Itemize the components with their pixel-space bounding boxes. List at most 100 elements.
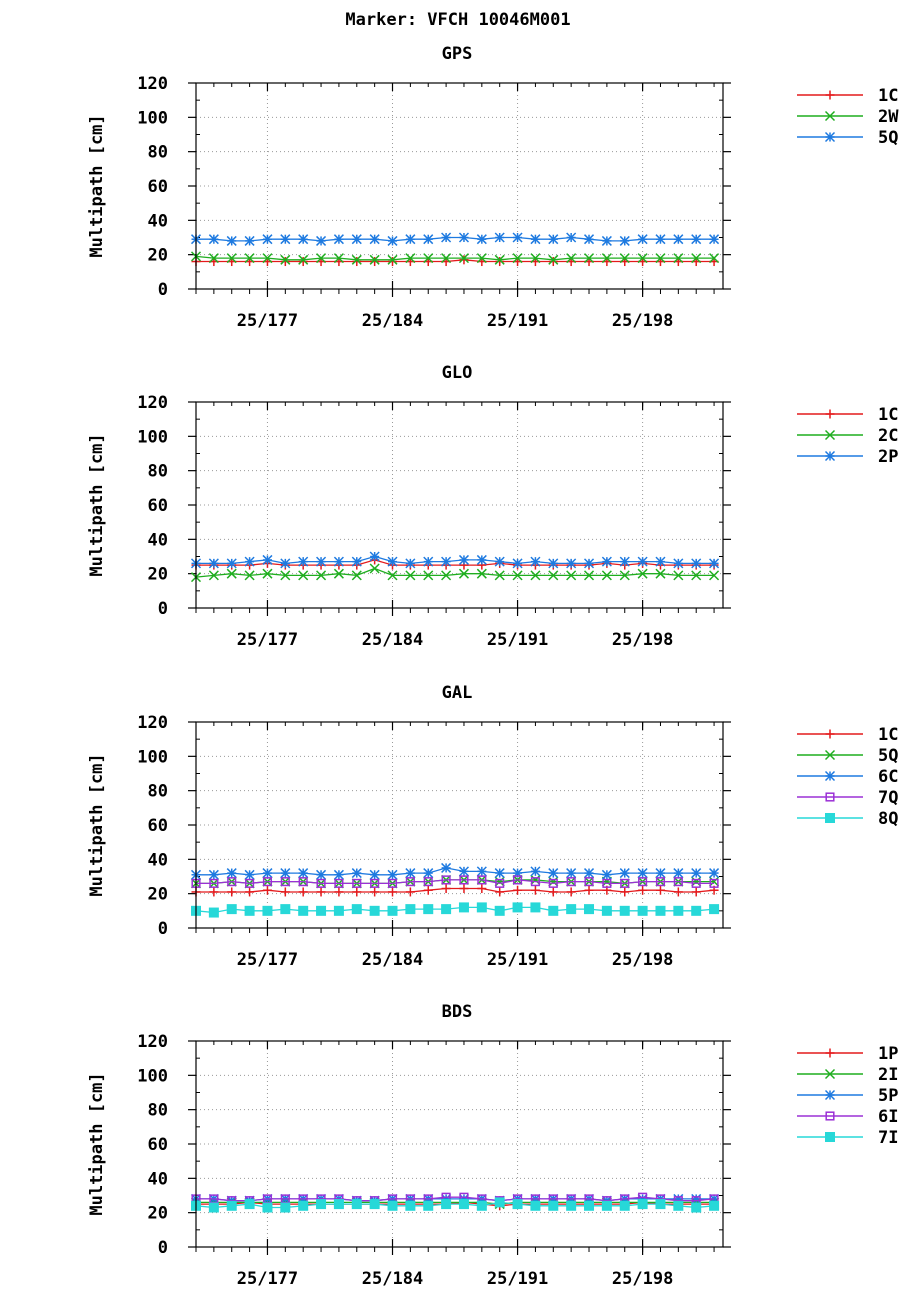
- gps-legend-label-1C: 1C: [878, 86, 898, 106]
- bds-point-7I: [530, 1200, 541, 1211]
- gps-point-2W: [458, 253, 469, 264]
- gal-point-6C: [423, 868, 434, 879]
- glo-point-2P: [530, 556, 541, 567]
- glo-point-2P: [691, 558, 702, 569]
- gal-legend-label-8Q: 8Q: [878, 809, 898, 829]
- gal-point-8Q: [548, 905, 559, 916]
- glo-legend-marker-2C: [824, 429, 836, 441]
- gal-point-8Q: [280, 904, 291, 915]
- gal-y-tick-label: 100: [137, 747, 168, 767]
- gal-point-7Q: [584, 877, 594, 887]
- gal-point-8Q: [441, 904, 452, 915]
- bds-point-5P: [691, 1193, 702, 1204]
- bds-point-7I: [709, 1200, 720, 1211]
- gal-point-6C: [351, 868, 362, 879]
- bds-y-tick-label: 20: [148, 1204, 168, 1224]
- gal-legend-label-7Q: 7Q: [878, 788, 898, 808]
- glo-y-tick-label: 120: [137, 393, 168, 413]
- gal-point-8Q: [262, 905, 273, 916]
- glo-point-2C: [262, 568, 273, 579]
- gps-point-1C: [548, 257, 558, 267]
- bds-point-7I: [494, 1197, 505, 1208]
- gal-y-tick-label: 120: [137, 713, 168, 733]
- gal-y-tick-label: 60: [148, 816, 168, 836]
- glo-x-tick-label: 25/198: [612, 630, 673, 650]
- gps-point-2W: [619, 253, 630, 264]
- bds-point-7I: [441, 1199, 452, 1210]
- bds-point-7I: [208, 1202, 219, 1213]
- glo-point-2P: [244, 556, 255, 567]
- gal-point-1C: [513, 885, 523, 895]
- gal-point-7Q: [495, 878, 505, 888]
- glo-y-tick-label: 20: [148, 565, 168, 585]
- glo-point-2C: [709, 570, 720, 581]
- gal-point-7Q: [352, 878, 362, 888]
- glo-plot-frame: [195, 401, 724, 609]
- gal-point-8Q: [512, 902, 523, 913]
- gps-point-2W: [423, 253, 434, 264]
- gps-y-tick-label: 20: [148, 246, 168, 266]
- bds-x-tick-label: 25/184: [362, 1269, 423, 1289]
- gal-point-8Q: [476, 902, 487, 913]
- gal-point-7Q: [334, 878, 344, 888]
- glo-point-2P: [637, 556, 648, 567]
- glo-point-2C: [566, 570, 577, 581]
- gps-y-tick-label: 100: [137, 108, 168, 128]
- gal-x-tick-label: 25/191: [487, 950, 548, 970]
- glo-legend-label-2C: 2C: [878, 426, 898, 446]
- glo-y-tick-label: 80: [148, 462, 168, 482]
- gps-point-5Q: [351, 234, 362, 245]
- figure-title: Marker: VFCH 10046M001: [345, 10, 570, 30]
- gal-point-6C: [458, 866, 469, 877]
- gal-x-tick-label: 25/184: [362, 950, 423, 970]
- gps-point-5Q: [441, 232, 452, 243]
- glo-point-2C: [637, 568, 648, 579]
- glo-panel-title: GLO: [442, 363, 473, 383]
- gps-point-2W: [298, 254, 309, 265]
- bds-point-7I: [691, 1202, 702, 1213]
- gps-point-5Q: [548, 234, 559, 245]
- bds-legend-label-2I: 2I: [878, 1065, 898, 1085]
- gal-point-7Q: [602, 878, 612, 888]
- gal-point-6C: [262, 868, 273, 879]
- bds-legend-marker-5P: [824, 1089, 836, 1101]
- bds-x-tick-label: 25/198: [612, 1269, 673, 1289]
- gal-y-axis-label: Multipath [cm]: [87, 753, 107, 896]
- gps-point-2W: [351, 254, 362, 265]
- gal-point-1C: [316, 887, 326, 897]
- gps-point-2W: [530, 253, 541, 264]
- gps-point-2W: [333, 253, 344, 264]
- gal-point-7Q: [423, 877, 433, 887]
- gal-legend-marker-5Q: [824, 749, 836, 761]
- gal-point-7Q: [709, 878, 719, 888]
- gps-x-tick-label: 25/177: [237, 311, 298, 331]
- glo-x-tick-label: 25/177: [237, 630, 298, 650]
- glo-point-2C: [244, 570, 255, 581]
- gal-point-8Q: [655, 905, 666, 916]
- gal-point-8Q: [637, 905, 648, 916]
- gal-series-line-8Q: [195, 906, 715, 914]
- bds-y-tick-label: 120: [137, 1032, 168, 1052]
- gps-point-5Q: [673, 234, 684, 245]
- gal-point-6C: [583, 868, 595, 879]
- gps-series-line-5Q: [196, 236, 715, 242]
- gps-point-2W: [691, 253, 702, 264]
- bds-point-7I: [298, 1200, 309, 1211]
- gps-point-5Q: [387, 235, 398, 246]
- gal-point-8Q: [530, 902, 541, 913]
- glo-point-2P: [208, 558, 219, 569]
- gal-point-7Q: [227, 877, 237, 887]
- gps-y-tick-label: 0: [158, 280, 168, 300]
- glo-point-2P: [548, 558, 559, 569]
- gal-point-1C: [370, 887, 380, 897]
- gal-series-line-6C: [196, 867, 715, 876]
- gal-legend-marker-8Q: [825, 813, 835, 823]
- gps-point-5Q: [316, 235, 327, 246]
- glo-point-2C: [387, 570, 398, 581]
- glo-series-line-2C: [195, 567, 715, 578]
- bds-point-7I: [566, 1200, 577, 1211]
- gal-point-6C: [387, 869, 398, 880]
- gps-x-tick-label: 25/184: [362, 311, 423, 331]
- gal-point-8Q: [423, 904, 434, 915]
